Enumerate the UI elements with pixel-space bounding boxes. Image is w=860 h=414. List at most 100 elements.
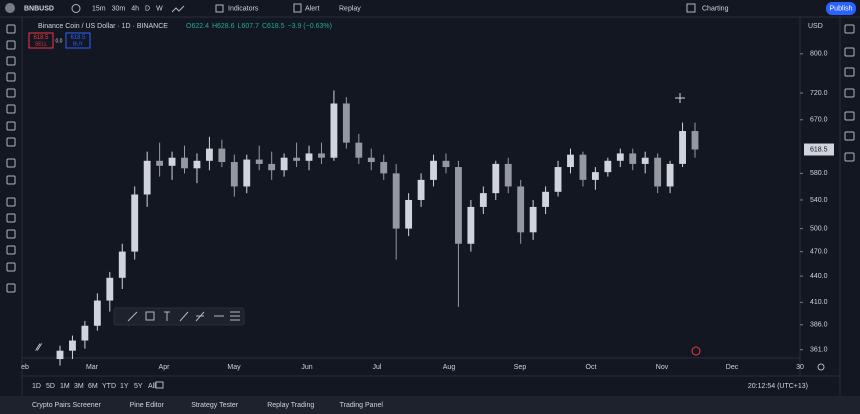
range[interactable]: 1M bbox=[60, 383, 70, 390]
candle-body bbox=[355, 142, 363, 158]
range[interactable]: 5Y bbox=[134, 383, 143, 390]
publish-button[interactable] bbox=[826, 2, 856, 15]
x-tick-label: May bbox=[227, 364, 241, 371]
tool-icon[interactable] bbox=[6, 197, 16, 207]
tab[interactable]: Trading Panel bbox=[340, 402, 384, 409]
tool-icon[interactable] bbox=[6, 137, 16, 147]
candle-body bbox=[342, 103, 350, 143]
side-icon[interactable] bbox=[844, 67, 855, 77]
candle-body bbox=[330, 103, 338, 158]
axis-settings[interactable] bbox=[817, 363, 825, 371]
tab[interactable]: Pine Editor bbox=[130, 402, 165, 409]
label[interactable]: 15m bbox=[92, 5, 106, 12]
side-icon[interactable] bbox=[844, 111, 855, 121]
events-icon[interactable] bbox=[691, 346, 701, 356]
candle-body bbox=[168, 157, 176, 166]
candle-body bbox=[417, 179, 425, 200]
tool-icon[interactable] bbox=[6, 175, 16, 185]
range[interactable]: 1D bbox=[32, 383, 41, 390]
side-icon[interactable] bbox=[844, 152, 855, 162]
side-icon[interactable] bbox=[844, 24, 855, 34]
label[interactable]: 4h bbox=[131, 5, 139, 12]
candle-body bbox=[641, 157, 649, 164]
drawing-tools bbox=[6, 24, 16, 293]
side-icon[interactable] bbox=[844, 47, 855, 57]
candle-body bbox=[243, 159, 251, 187]
candle-body bbox=[591, 172, 599, 180]
label[interactable]: W bbox=[156, 5, 163, 12]
floating-tools[interactable] bbox=[127, 311, 240, 322]
x-tick-label: 30 bbox=[796, 364, 804, 371]
range[interactable]: 1Y bbox=[120, 383, 129, 390]
candle-body bbox=[467, 206, 475, 244]
side-icon[interactable] bbox=[844, 131, 855, 141]
candle-body bbox=[629, 153, 637, 164]
currency[interactable]: USD bbox=[808, 23, 823, 30]
indicators[interactable]: Indicators bbox=[228, 5, 259, 12]
y-tick-label: 386.0 bbox=[810, 322, 828, 329]
tool-icon[interactable] bbox=[6, 72, 16, 82]
candle-body bbox=[405, 199, 413, 229]
candle-body bbox=[616, 153, 624, 161]
tab[interactable]: Crypto Pairs Screener bbox=[32, 402, 102, 409]
avatar[interactable] bbox=[5, 3, 15, 13]
candle-body bbox=[293, 157, 300, 161]
candle-body bbox=[567, 154, 574, 168]
tool-icon[interactable] bbox=[6, 245, 16, 255]
candle-body bbox=[604, 160, 612, 173]
candle-body bbox=[554, 167, 562, 192]
tool-icon[interactable] bbox=[6, 158, 16, 168]
range[interactable]: 5D bbox=[46, 383, 55, 390]
label: C618.5 bbox=[262, 23, 285, 30]
sell[interactable]: SELL bbox=[35, 41, 47, 47]
candle-body bbox=[504, 163, 512, 187]
candle-body bbox=[156, 160, 164, 166]
label: −3.9 (−0.63%) bbox=[288, 23, 332, 30]
tool-icon[interactable] bbox=[6, 262, 16, 272]
range[interactable]: All bbox=[148, 383, 156, 390]
candle-body bbox=[542, 191, 550, 207]
add-symbol[interactable] bbox=[71, 4, 81, 13]
date-ranges: 1D 5D 1M 3M 6M YTD 1Y 5Y All bbox=[32, 383, 156, 390]
sell-button[interactable] bbox=[28, 32, 54, 49]
tool-icon[interactable] bbox=[6, 213, 16, 223]
publish[interactable]: Publish bbox=[830, 5, 853, 12]
layout-name[interactable]: Charting bbox=[702, 5, 729, 12]
tool-icon[interactable] bbox=[6, 56, 16, 66]
tool-icon[interactable] bbox=[6, 283, 16, 293]
label[interactable]: 30m bbox=[112, 5, 126, 12]
top-bar bbox=[0, 0, 860, 17]
buy-price[interactable]: 618.5 bbox=[70, 35, 86, 41]
candle-body bbox=[579, 154, 587, 180]
indicators-icon[interactable] bbox=[215, 4, 224, 13]
tool-icon[interactable] bbox=[6, 104, 16, 114]
goto-date[interactable] bbox=[155, 381, 164, 389]
tool-icon[interactable] bbox=[6, 121, 16, 131]
x-tick-label: Mar bbox=[86, 364, 99, 371]
candle-body bbox=[69, 340, 76, 351]
side-icon[interactable] bbox=[844, 88, 855, 98]
tab[interactable]: Replay Trading bbox=[267, 402, 314, 409]
alert[interactable]: Alert bbox=[305, 5, 319, 12]
tool-icon[interactable] bbox=[6, 24, 16, 34]
buy[interactable]: BUY bbox=[73, 41, 84, 47]
replay[interactable]: Replay bbox=[339, 5, 361, 12]
tab[interactable]: Strategy Tester bbox=[191, 402, 239, 409]
clock: 20:12:54 (UTC+13) bbox=[748, 383, 808, 390]
symbol[interactable]: BNBUSD bbox=[24, 5, 54, 12]
buy-button[interactable] bbox=[65, 32, 91, 49]
range[interactable]: 3M bbox=[74, 383, 84, 390]
label[interactable]: D bbox=[145, 5, 150, 12]
alert-icon[interactable] bbox=[293, 3, 302, 13]
layout-icon[interactable] bbox=[686, 3, 696, 13]
range[interactable]: 6M bbox=[88, 383, 98, 390]
tool-icon[interactable] bbox=[6, 40, 16, 50]
tool-icon[interactable] bbox=[6, 88, 16, 98]
legend-title: Binance Coin / US Dollar · 1D · BINANCE bbox=[38, 23, 168, 30]
sell-price[interactable]: 618.5 bbox=[33, 35, 49, 41]
tool-icon[interactable] bbox=[6, 229, 16, 239]
range[interactable]: YTD bbox=[102, 383, 116, 390]
chart-type[interactable] bbox=[171, 5, 185, 13]
